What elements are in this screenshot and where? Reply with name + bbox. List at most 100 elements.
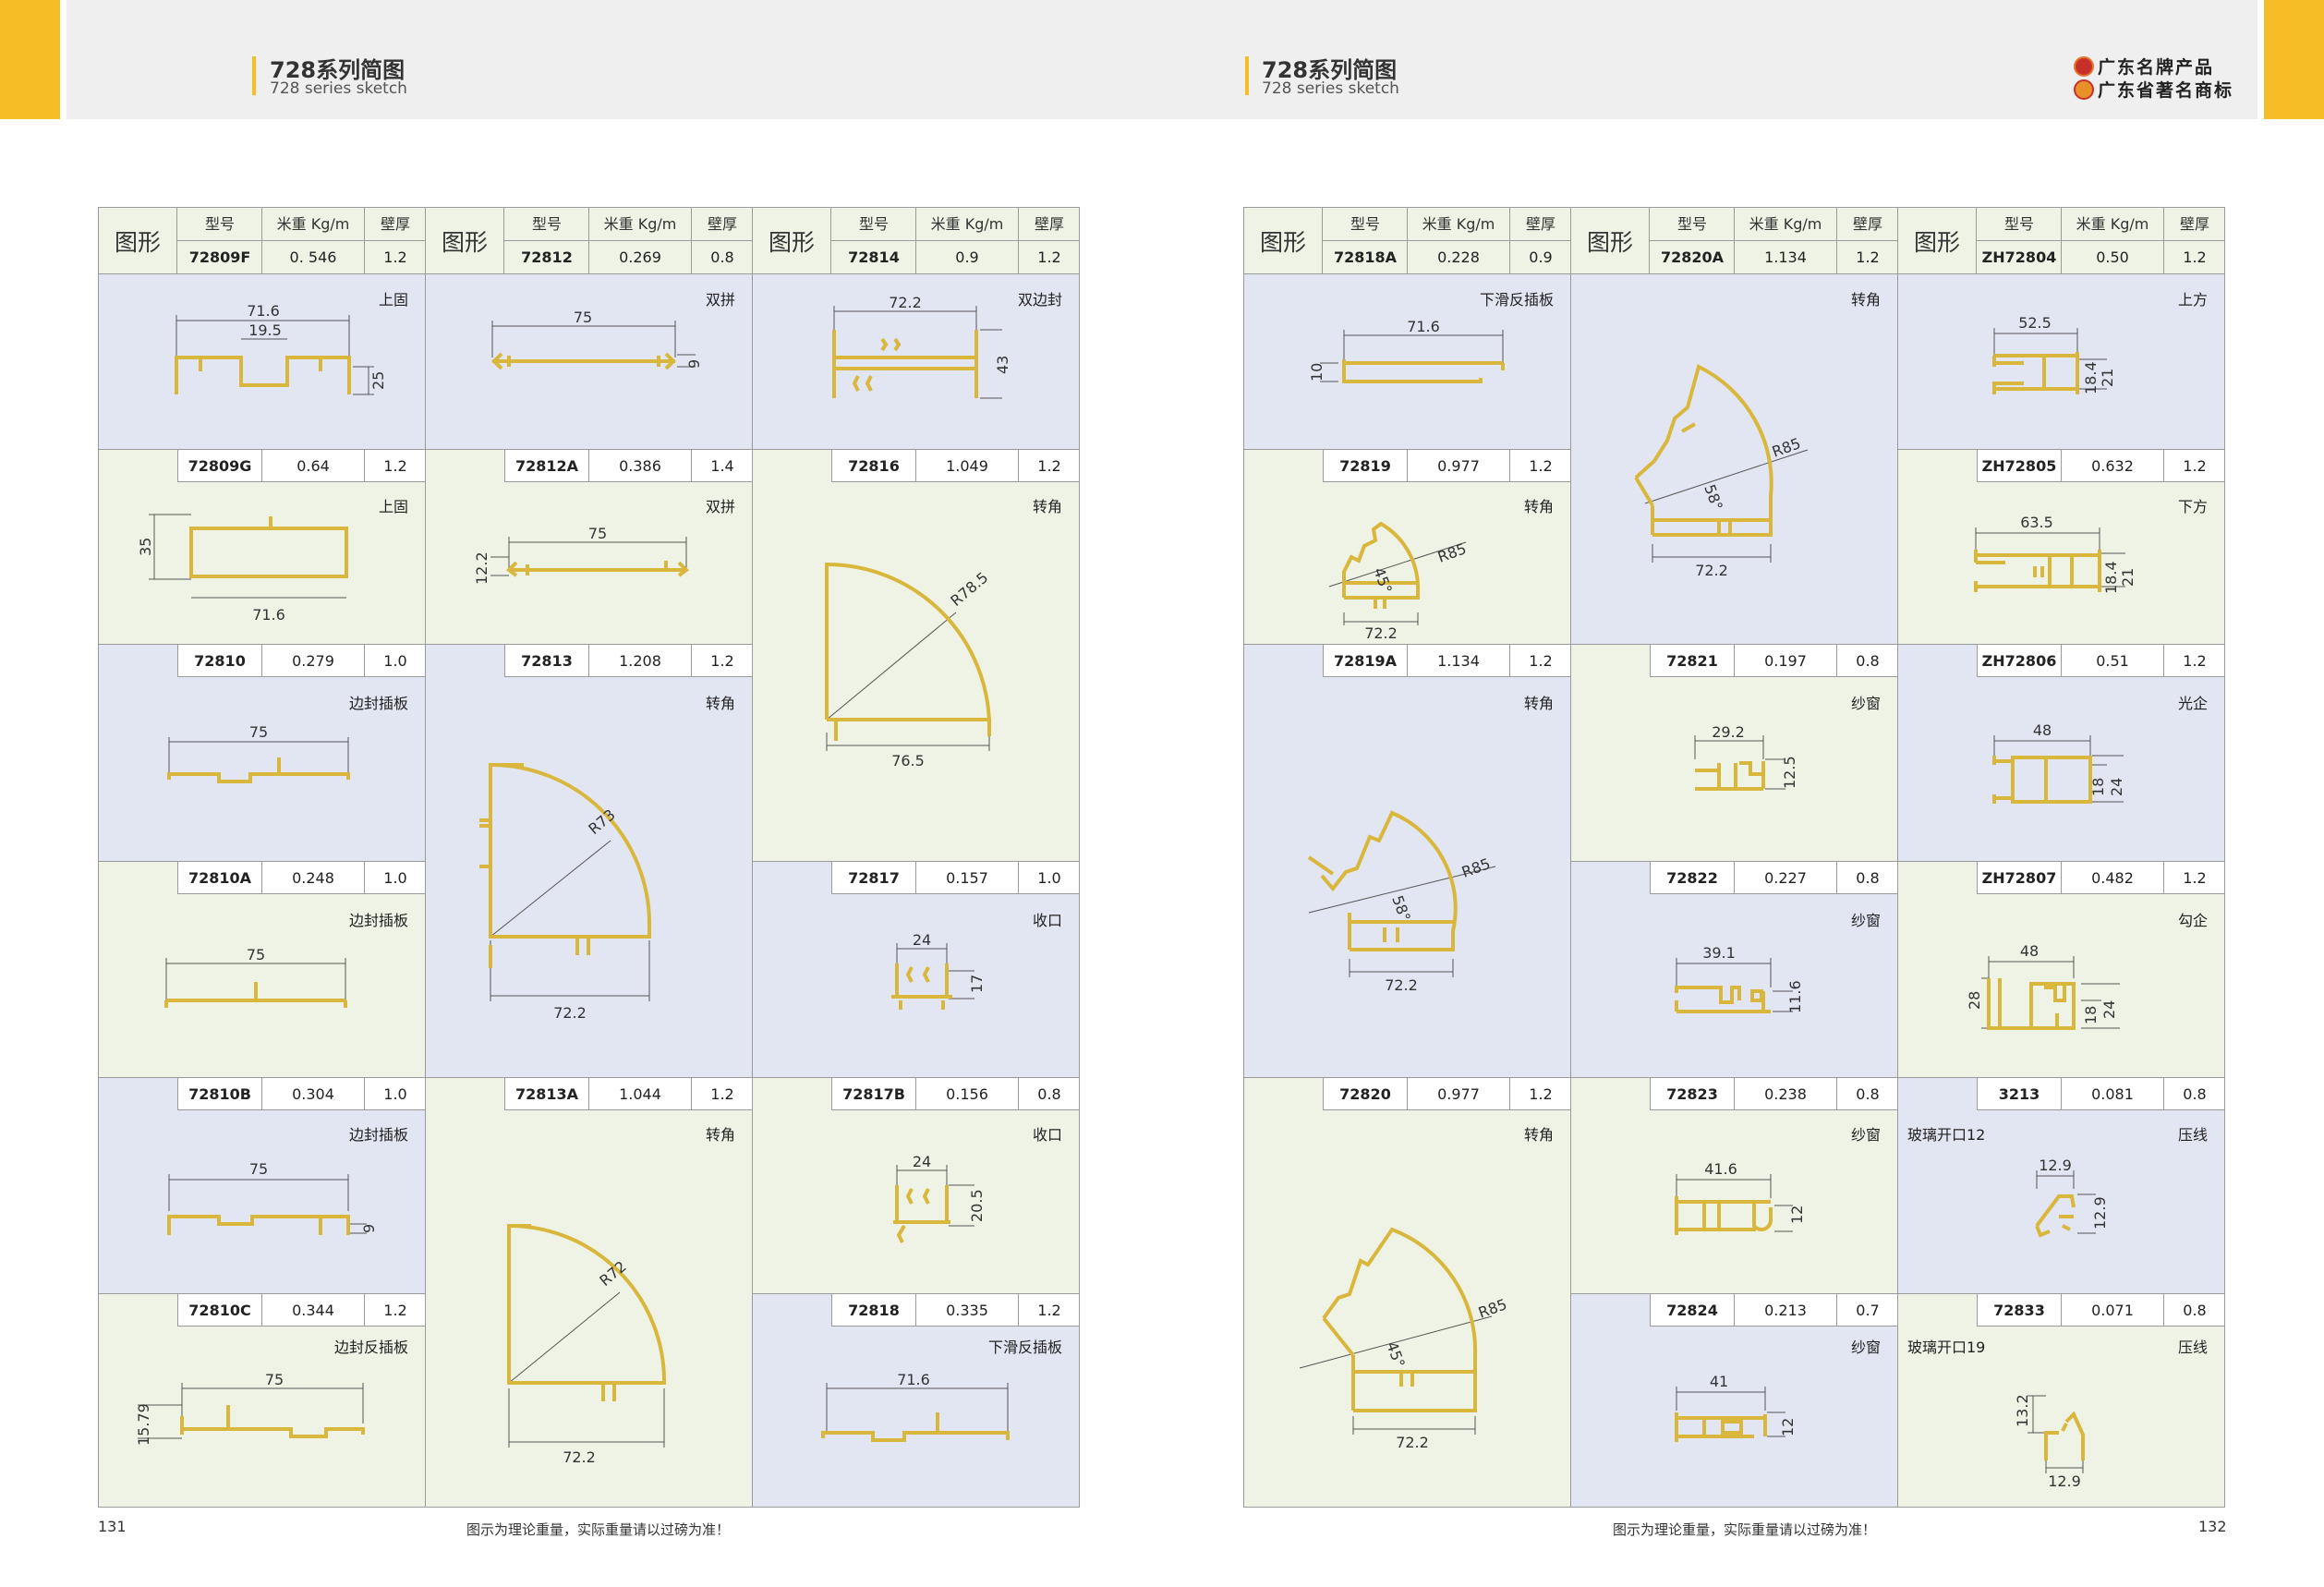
profile-sketch: 75 bbox=[164, 946, 347, 1008]
profile-weight: 0.977 bbox=[1437, 457, 1480, 475]
profile-cell: 72817 0.157 1.0 收口 24 17 bbox=[753, 861, 1079, 1077]
profile-desc: 纱窗 bbox=[1850, 1126, 1881, 1144]
profile-sketch: 41.6 12 bbox=[1675, 1160, 1806, 1235]
thickness-header: 壁厚 bbox=[707, 215, 737, 233]
thickness-value: 1.2 bbox=[1856, 248, 1880, 266]
svg-text:R85: R85 bbox=[1459, 854, 1493, 881]
weight-header: 米重 Kg/m bbox=[276, 215, 350, 233]
svg-text:76.5: 76.5 bbox=[891, 752, 925, 769]
profile-sketch: 75 15.79 bbox=[135, 1371, 365, 1446]
profile-sketch: 39.1 11.6 bbox=[1675, 944, 1804, 1013]
profile-column-3: 图形 型号 米重 Kg/m 壁厚 72814 0.9 1.2 双边封 72.2 … bbox=[752, 207, 1080, 1508]
profile-cell: ZH72805 0.632 1.2 下方 63.5 18.4 21 bbox=[1898, 449, 2224, 644]
profile-cell: 72820 0.977 1.2 转角 45° R85 72.2 bbox=[1244, 1077, 1570, 1507]
profile-desc: 转角 bbox=[1523, 695, 1554, 712]
profile-thickness: 1.2 bbox=[2183, 652, 2207, 670]
model-value: 72818A bbox=[1333, 248, 1398, 266]
profile-code: 72820 bbox=[1339, 1085, 1391, 1103]
profile-cell: 双拼 75 9 bbox=[426, 274, 752, 449]
profile-thickness: 0.8 bbox=[2183, 1302, 2207, 1319]
profile-desc: 转角 bbox=[705, 695, 735, 712]
left-yellow-tab bbox=[0, 0, 60, 119]
profile-desc: 转角 bbox=[1850, 291, 1881, 309]
profile-code: 72818 bbox=[848, 1302, 900, 1319]
svg-text:10: 10 bbox=[1308, 363, 1325, 382]
brand-line-2: 广东省著名商标 bbox=[2098, 80, 2234, 101]
figure-label: 图形 bbox=[426, 208, 504, 273]
profile-desc: 收口 bbox=[1032, 912, 1062, 929]
profile-weight: 0.227 bbox=[1764, 869, 1807, 887]
page-title-right: 728系列简图 bbox=[1262, 57, 1398, 83]
svg-text:18.4: 18.4 bbox=[2082, 361, 2100, 394]
svg-text:17: 17 bbox=[968, 975, 986, 993]
profile-cell: 双边封 72.2 43 bbox=[753, 274, 1079, 449]
profile-weight: 0.977 bbox=[1437, 1085, 1480, 1103]
profile-desc: 纱窗 bbox=[1850, 912, 1881, 929]
model-header: 型号 bbox=[858, 215, 889, 233]
profile-weight: 0.157 bbox=[946, 869, 988, 887]
profile-weight: 1.208 bbox=[619, 652, 661, 670]
profile-weight: 0.081 bbox=[2091, 1085, 2134, 1103]
profile-sketch: 48 18 24 bbox=[1992, 721, 2125, 804]
profile-cell: 72810C 0.344 1.2 边封反插板 75 15.79 bbox=[99, 1293, 425, 1507]
weight-header: 米重 Kg/m bbox=[930, 215, 1004, 233]
svg-text:72.2: 72.2 bbox=[1364, 624, 1398, 642]
svg-text:75: 75 bbox=[247, 946, 265, 963]
profile-weight: 0.482 bbox=[2091, 869, 2134, 887]
thickness-value: 1.2 bbox=[1037, 248, 1061, 266]
svg-text:72.2: 72.2 bbox=[1385, 976, 1418, 994]
profile-cell: 72817B 0.156 0.8 收口 24 20.5 bbox=[753, 1077, 1079, 1293]
svg-text:29.2: 29.2 bbox=[1712, 723, 1745, 741]
svg-text:75: 75 bbox=[574, 309, 592, 326]
profile-thickness: 0.8 bbox=[1856, 1085, 1880, 1103]
profile-cell: ZH72806 0.51 1.2 光企 48 18 24 bbox=[1898, 644, 2224, 861]
profile-code: 72821 bbox=[1666, 652, 1718, 670]
profile-sketch: 41 12 bbox=[1675, 1373, 1797, 1442]
title-accent-right bbox=[1245, 56, 1249, 95]
profile-weight: 0.248 bbox=[292, 869, 334, 887]
profile-code: 72819 bbox=[1339, 457, 1391, 475]
profile-column-5: 图形 型号 米重 Kg/m 壁厚 72820A 1.134 1.2 转角 58°… bbox=[1570, 207, 1898, 1508]
model-value: 72814 bbox=[848, 248, 900, 266]
profile-thickness: 1.2 bbox=[383, 457, 407, 475]
model-value: ZH72804 bbox=[1981, 248, 2057, 266]
profile-code: 72822 bbox=[1666, 869, 1718, 887]
svg-text:24: 24 bbox=[2108, 778, 2125, 796]
model-header: 型号 bbox=[2003, 215, 2034, 233]
svg-text:21: 21 bbox=[2099, 369, 2116, 387]
weight-value: 0.269 bbox=[619, 248, 661, 266]
profile-weight: 0.632 bbox=[2091, 457, 2134, 475]
profile-sketch: 75 9 bbox=[167, 1160, 378, 1235]
figure-label: 图形 bbox=[1571, 208, 1650, 273]
thickness-value: 1.2 bbox=[2183, 248, 2207, 266]
profile-thickness: 1.2 bbox=[383, 1302, 407, 1319]
svg-text:R72: R72 bbox=[596, 1257, 629, 1290]
profile-thickness: 0.8 bbox=[1856, 652, 1880, 670]
profile-desc: 边封反插板 bbox=[333, 1339, 408, 1356]
profile-thickness: 0.8 bbox=[2183, 1085, 2207, 1103]
svg-text:R73: R73 bbox=[585, 806, 618, 838]
weight-disclaimer-left: 图示为理论重量，实际重量请以过磅为准！ bbox=[466, 1521, 731, 1538]
profile-code: 72810A bbox=[188, 869, 252, 887]
page-subtitle-left: 728 series sketch bbox=[270, 79, 407, 98]
svg-text:12.9: 12.9 bbox=[2039, 1157, 2072, 1174]
profile-thickness: 1.2 bbox=[1529, 457, 1553, 475]
profile-weight: 0.335 bbox=[946, 1302, 988, 1319]
profile-sketch: 12.9 12.9 bbox=[2035, 1157, 2109, 1238]
profile-thickness: 1.0 bbox=[1037, 869, 1061, 887]
weight-header: 米重 Kg/m bbox=[2076, 215, 2149, 233]
profile-sketch: 63.5 18.4 21 bbox=[1974, 514, 2136, 594]
thickness-header: 壁厚 bbox=[1525, 215, 1555, 233]
svg-text:58°: 58° bbox=[1701, 482, 1726, 513]
profile-desc: 边封插板 bbox=[348, 912, 408, 929]
profile-thickness: 1.0 bbox=[383, 869, 407, 887]
weight-value: 0.9 bbox=[955, 248, 979, 266]
brand-line-1: 广东名牌产品 bbox=[2098, 57, 2215, 78]
profile-code: 72824 bbox=[1666, 1302, 1718, 1319]
profile-cell: ZH72807 0.482 1.2 勾企 48 28 18 24 bbox=[1898, 861, 2224, 1077]
profile-sketch: 29.2 12.5 bbox=[1694, 723, 1798, 791]
svg-text:63.5: 63.5 bbox=[2020, 514, 2053, 531]
svg-text:18: 18 bbox=[2089, 778, 2107, 796]
figure-label: 图形 bbox=[753, 208, 831, 273]
profile-cell: 72810A 0.248 1.0 边封插板 75 bbox=[99, 861, 425, 1077]
